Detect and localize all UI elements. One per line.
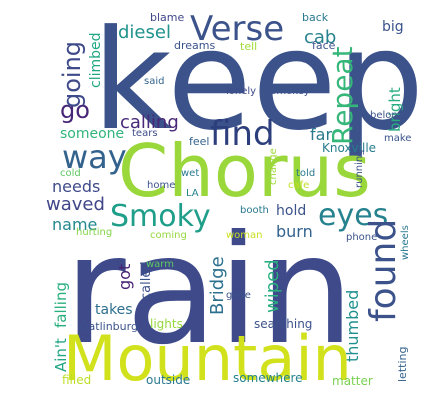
- word-hurting: hurting: [76, 227, 112, 238]
- word-tell: tell: [240, 40, 257, 53]
- word-searching: searching: [254, 317, 312, 331]
- word-smokey: Smokey: [270, 86, 310, 97]
- word-somewhere: somewhere: [233, 371, 303, 385]
- word-takes: takes: [95, 302, 133, 318]
- word-name: name: [52, 215, 97, 234]
- word-smoky: Smoky: [110, 199, 211, 234]
- word-needs: needs: [52, 177, 100, 196]
- word-outside: outside: [146, 373, 190, 387]
- word-find: find: [210, 114, 275, 154]
- word-going: going: [58, 41, 86, 108]
- word-mountain: Mountain: [63, 322, 352, 395]
- word-home: home: [147, 180, 175, 191]
- word-back: back: [302, 11, 329, 24]
- word-rain: rain: [64, 204, 354, 378]
- word-woman: woman: [226, 230, 263, 241]
- word-cab: cab: [304, 27, 336, 48]
- word-feel: feel: [189, 135, 209, 148]
- word-ain-t: Ain't: [52, 338, 70, 372]
- word-wheels: wheels: [400, 225, 411, 260]
- word-climbed: climbed: [88, 32, 104, 88]
- word-gatlinburg: Gatlinburg: [80, 320, 138, 333]
- word-make: make: [384, 133, 411, 144]
- word-letting: letting: [396, 347, 409, 382]
- word-tears: tears: [132, 128, 158, 139]
- word-coming: coming: [150, 230, 187, 241]
- word-calling: calling: [120, 112, 179, 133]
- word-belong: belong: [370, 110, 404, 121]
- word-wet: wet: [181, 168, 199, 179]
- word-chorus: Chorus: [118, 129, 371, 213]
- word-told: told: [296, 168, 315, 179]
- word-warm: warm: [146, 259, 174, 270]
- word-wiped: wiped: [262, 259, 283, 313]
- word-cold: cold: [60, 168, 81, 179]
- word-go: go: [60, 96, 90, 124]
- word-dreams: dreams: [174, 39, 215, 52]
- word-bright: bright: [386, 87, 404, 132]
- word-bridge: Bridge: [207, 256, 228, 315]
- word-called: called: [139, 261, 154, 300]
- word-found: found: [363, 219, 404, 322]
- word-burn: burn: [276, 222, 313, 241]
- word-face: face: [312, 39, 336, 52]
- word-blame: blame: [150, 11, 184, 24]
- word-way: way: [62, 138, 127, 176]
- word-running: running: [354, 149, 365, 188]
- word-verse: Verse: [190, 9, 284, 49]
- word-cafe: cafe: [288, 180, 309, 191]
- word-filled: filled: [62, 373, 91, 387]
- word-thumbed: thumbed: [343, 290, 362, 362]
- word-hold: hold: [276, 203, 306, 219]
- word-said: said: [144, 76, 164, 87]
- word-booth: booth: [240, 205, 269, 216]
- word-repeat: Repeat: [326, 46, 359, 145]
- word-keep: keep: [92, 0, 424, 161]
- word-big: big: [382, 19, 404, 35]
- word-matter: matter: [332, 374, 373, 388]
- word-falling: falling: [52, 282, 70, 328]
- word-someone: someone: [60, 126, 124, 142]
- word-waved: waved: [46, 194, 105, 215]
- word-phone: phone: [346, 232, 377, 243]
- word-change: change: [268, 148, 279, 185]
- word-la: LA: [186, 188, 199, 199]
- word-eyes: eyes: [318, 198, 388, 233]
- word-lonely: lonely: [226, 86, 256, 97]
- word-far: far: [310, 125, 332, 144]
- word-lights: lights: [150, 317, 183, 331]
- word-knoxville: Knoxville: [322, 141, 376, 155]
- word-gone: gone: [226, 290, 251, 301]
- word-got: got: [115, 264, 134, 290]
- word-diesel: diesel: [118, 22, 171, 43]
